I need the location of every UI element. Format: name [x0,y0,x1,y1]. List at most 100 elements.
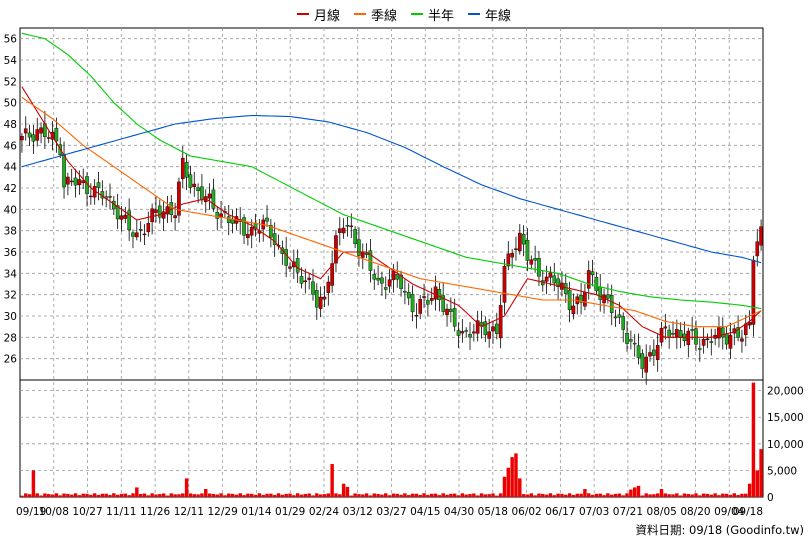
volume-tick-label: 15,000 [767,412,804,424]
volume-bar [740,493,744,497]
volume-bar [544,494,549,497]
candle-body [188,174,193,188]
volume-bar [598,493,602,497]
volume-bar [407,495,411,497]
price-tick-label: 48 [4,119,17,131]
price-tick-label: 56 [4,34,18,46]
volume-bar [315,493,319,497]
date-tick-label: 04/30 [444,506,474,518]
volume-bar [112,493,116,497]
date-tick-label: 01/14 [241,506,272,518]
price-tick-label: 26 [4,354,18,366]
candle-body [502,266,507,303]
volume-bar [27,494,32,497]
volume-bar [368,495,373,497]
candle-body [521,234,526,245]
date-tick-label: 06/17 [545,506,575,518]
volume-bar [20,495,24,497]
volume-bar [518,478,522,497]
candle-body [475,320,480,334]
volume-bar [257,493,262,497]
legend-swatch [353,13,366,15]
candle-body [311,281,315,295]
date-tick-label: 09/19 [16,506,46,518]
volume-bar [732,493,736,497]
candle-body [663,326,668,329]
candle-body [307,277,311,280]
volume-bar [709,494,714,497]
candle-body [345,224,350,227]
candle-body [563,283,568,294]
volume-bar [433,493,438,497]
candle-body [138,229,143,231]
candle-body [364,252,369,255]
candle-body [315,290,319,308]
date-tick-label: 03/12 [343,506,373,518]
volume-bar [537,493,541,497]
candle-body [230,219,235,224]
candle-body [479,322,484,326]
date-tick-label: 08/20 [680,506,710,518]
candle-body [249,227,254,236]
candle-body [54,127,59,142]
volume-bar [575,493,579,497]
volume-bar [115,494,120,497]
candle-body [621,316,626,330]
candle-body [655,345,660,360]
volume-bar [146,495,151,497]
candle-body [648,352,652,357]
volume-bar [521,494,526,497]
volume-bar [491,493,495,497]
candle-body [326,281,331,293]
volume-bar [456,495,461,497]
volume-bar [460,493,465,497]
volume-bar [288,493,292,497]
candle-body [667,329,671,338]
volume-bar [472,493,476,497]
volume-bar [334,493,338,497]
candle-body [142,233,147,236]
candle-body [269,225,273,238]
chart-legend: 月線 季線 半年 年線 [0,0,808,28]
volume-bar [567,493,572,497]
volume-bar [590,494,595,497]
candle-body [406,292,411,299]
volume-bar [177,494,181,497]
candle-body [675,329,679,337]
candle-body [27,132,32,138]
candle-body [119,215,124,220]
volume-bar [698,495,702,497]
volume-bar [376,494,380,497]
candle-body [701,339,706,346]
volume-bar [234,494,239,497]
volume-bar [552,495,556,497]
volume-bar [184,478,189,497]
volume-bar [307,493,311,497]
candle-body [265,217,269,222]
volume-bar [495,495,499,497]
candle-body [720,327,725,338]
volume-bar [85,493,89,497]
candle-body [177,181,181,216]
candle-body [487,331,491,339]
volume-bar [487,494,491,497]
volume-bar [529,493,534,497]
volume-bar [303,494,308,497]
volume-bar [564,494,568,497]
volume-bar [548,493,553,497]
volume-bar [571,495,576,497]
volume-bar [556,493,560,497]
legend-item: 年線 [468,5,511,24]
legend-swatch [411,13,423,15]
candle-body [429,298,434,301]
candle-body [414,315,419,317]
candle-body [410,294,415,313]
volume-bar [345,486,350,497]
date-tick-label: 12/11 [174,506,204,518]
candle-body [472,331,476,334]
price-tick-label: 50 [4,98,17,110]
volume-tick-label: 5,000 [767,465,797,477]
candle-body [579,295,583,303]
volume-bar [96,494,101,497]
volume-bar [655,493,660,497]
